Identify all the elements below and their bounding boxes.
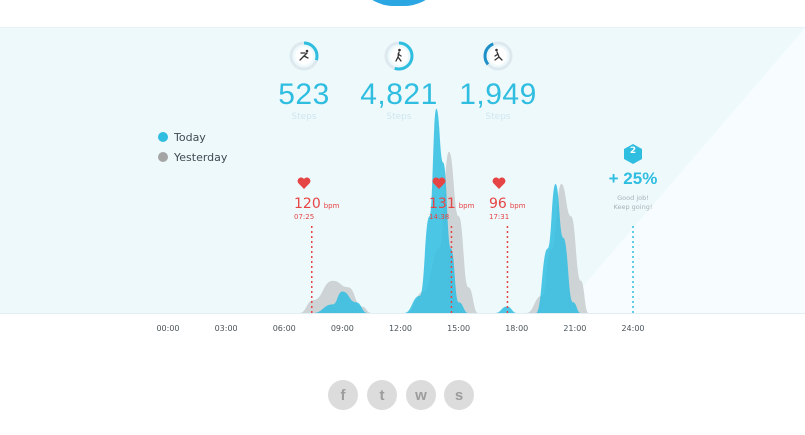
goal-percent: + 25% (608, 169, 658, 188)
legend-label: Yesterday (174, 150, 228, 164)
stat-unit: Steps (291, 112, 317, 122)
twitter-share-button[interactable]: t (367, 380, 397, 410)
x-tick-label: 09:00 (330, 324, 354, 333)
skating-icon (289, 41, 319, 71)
goal-marker[interactable]: 2 + 25% Good job! Keep going! (600, 144, 666, 212)
legend-label: Today (174, 130, 206, 144)
legend-item-today[interactable]: Today (158, 127, 227, 147)
hexagon-icon (624, 144, 642, 164)
panel-sheen (560, 28, 805, 313)
x-tick-label: 18:00 (505, 324, 529, 333)
weibo-icon: s (454, 386, 464, 404)
legend-dot-icon (158, 132, 168, 142)
heart-marker[interactable]: 120 bpm 07:25 (294, 177, 354, 221)
facebook-icon: f (340, 386, 346, 404)
heart-time: 07:25 (294, 213, 315, 221)
x-tick-label: 15:00 (447, 324, 471, 333)
heart-bpm-unit: bpm (323, 202, 340, 210)
walking-icon (384, 41, 414, 71)
heart-bpm: 96 (489, 196, 507, 212)
wechat-share-button[interactable]: w (406, 380, 436, 410)
x-tick-label: 12:00 (388, 324, 413, 333)
series-area-today (313, 108, 581, 313)
x-tick-label: 06:00 (272, 324, 296, 333)
twitter-icon: t (379, 386, 385, 404)
activity-panel (0, 28, 805, 313)
stat-value: 523 (278, 78, 330, 111)
chart-legend: Today Yesterday (158, 127, 227, 167)
legend-item-yesterday[interactable]: Yesterday (158, 147, 227, 167)
stat-unit: Steps (485, 112, 511, 122)
stat-skating: 523 Steps (244, 41, 364, 122)
goal-badge: 2 (624, 144, 642, 164)
activity-chart (299, 108, 634, 313)
heart-marker[interactable]: 96 bpm 17:31 (489, 177, 549, 221)
top-dial (352, 0, 446, 6)
stat-running: 1,949 Steps (438, 41, 558, 122)
heart-icon (492, 177, 506, 189)
running-icon (483, 41, 513, 71)
goal-message-line1: Good job! (617, 194, 649, 202)
goal-badge-number: 2 (629, 146, 637, 156)
heart-icon (297, 177, 311, 189)
x-tick-label: 03:00 (214, 324, 238, 333)
weibo-share-button[interactable]: s (444, 380, 474, 410)
stat-value: 1,949 (459, 78, 537, 111)
goal-message: Good job! Keep going! (600, 194, 666, 212)
x-tick-label: 24:00 (621, 324, 645, 333)
heart-time: 14:38 (429, 213, 450, 221)
heart-bpm-unit: bpm (458, 202, 475, 210)
stat-walking: 4,821 Steps (339, 41, 459, 122)
legend-dot-icon (158, 152, 168, 162)
heart-icon (432, 177, 446, 189)
heart-time: 17:31 (489, 213, 510, 221)
goal-message-line2: Keep going! (613, 203, 653, 211)
x-tick-label: 00:00 (156, 324, 180, 333)
heart-bpm: 131 (429, 196, 456, 212)
wechat-icon: w (415, 386, 427, 404)
stat-value: 4,821 (360, 78, 438, 111)
heart-bpm: 120 (294, 196, 321, 212)
facebook-share-button[interactable]: f (328, 380, 358, 410)
heart-marker[interactable]: 131 bpm 14:38 (429, 177, 489, 221)
stat-unit: Steps (386, 112, 412, 122)
x-tick-label: 21:00 (563, 324, 587, 333)
x-axis-line (0, 313, 805, 314)
heart-bpm-unit: bpm (509, 202, 526, 210)
x-axis-ticks: 00:00 03:00 06:00 09:00 12:00 15:00 18:00 21:00… (0, 324, 805, 338)
